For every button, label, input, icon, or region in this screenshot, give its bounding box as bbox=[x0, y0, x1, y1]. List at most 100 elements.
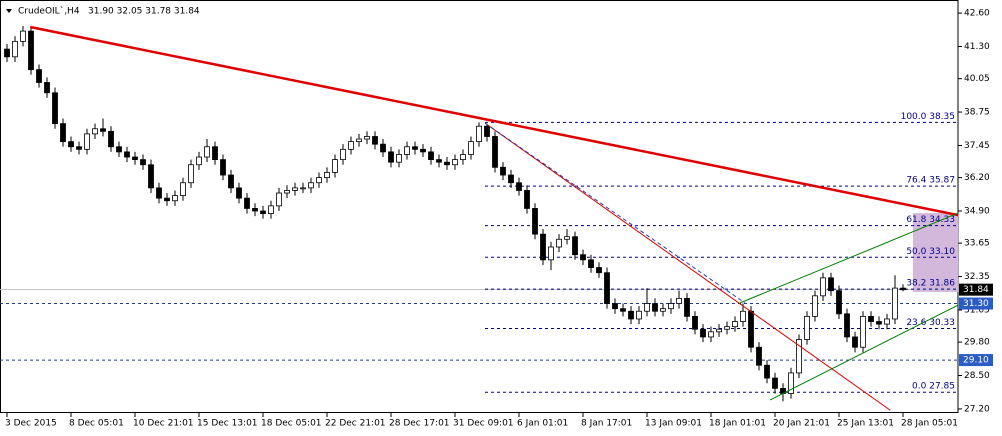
candle-body bbox=[4, 48, 10, 58]
fib-label: 38.2 31.86 bbox=[906, 279, 955, 289]
candle-body bbox=[444, 161, 450, 166]
candle-body bbox=[548, 246, 554, 261]
candle-body bbox=[476, 125, 482, 143]
candle-body bbox=[884, 318, 890, 325]
candle-body bbox=[772, 377, 778, 389]
plot-frame bbox=[0, 0, 959, 413]
candle-body bbox=[204, 146, 210, 158]
price-label: 29.10 bbox=[963, 356, 989, 366]
candle-body bbox=[492, 136, 498, 168]
candle-body bbox=[716, 328, 722, 333]
candle-body bbox=[228, 174, 234, 189]
candle-body bbox=[108, 130, 114, 148]
candle-body bbox=[260, 210, 266, 214]
candle-body bbox=[44, 82, 50, 94]
candle-body bbox=[836, 290, 842, 315]
x-tick-label: 20 Jan 21:01 bbox=[773, 419, 830, 429]
candle-body bbox=[244, 197, 250, 209]
y-tick-label: 33.65 bbox=[964, 239, 990, 249]
ohlc-readout: 31.90 32.05 31.78 31.84 bbox=[88, 7, 200, 17]
candle-body bbox=[268, 205, 274, 214]
candle-body bbox=[748, 310, 754, 348]
candle-body bbox=[732, 321, 738, 328]
candle-body bbox=[252, 208, 258, 212]
candle-body bbox=[284, 190, 290, 194]
candle-body bbox=[356, 138, 362, 143]
candle-body bbox=[500, 166, 506, 176]
price-label-bg bbox=[959, 283, 993, 296]
trendline bbox=[739, 212, 959, 304]
y-tick-label: 34.90 bbox=[964, 207, 990, 217]
candle-body bbox=[892, 287, 898, 320]
y-tick-label: 37.45 bbox=[964, 141, 990, 151]
candle-body bbox=[452, 159, 458, 166]
candle-body bbox=[508, 174, 514, 184]
x-tick-label: 25 Jan 13:01 bbox=[837, 419, 894, 429]
candle-body bbox=[668, 303, 674, 310]
y-tick-label: 27.20 bbox=[964, 404, 990, 414]
candle-body bbox=[540, 233, 546, 261]
candle-body bbox=[172, 195, 178, 202]
x-tick-label: 8 Jan 17:01 bbox=[581, 419, 632, 429]
x-tick-label: 28 Jan 05:01 bbox=[901, 419, 958, 429]
candle-body bbox=[860, 315, 866, 348]
price-label: 31.30 bbox=[963, 299, 989, 309]
candle-body bbox=[180, 182, 186, 196]
candle-body bbox=[20, 30, 26, 42]
x-tick-label: 3 Dec 2015 bbox=[5, 419, 57, 429]
candle-body bbox=[828, 277, 834, 292]
candle-body bbox=[676, 297, 682, 304]
candle-body bbox=[660, 308, 666, 312]
candle-body bbox=[636, 310, 642, 320]
fib-label: 23.6 30.33 bbox=[906, 318, 955, 328]
x-tick-label: 10 Dec 21:01 bbox=[133, 419, 194, 429]
x-tick-label: 8 Dec 05:01 bbox=[69, 419, 124, 429]
candle-body bbox=[116, 146, 122, 153]
candle-body bbox=[164, 197, 170, 202]
trendline bbox=[769, 304, 959, 401]
candle-body bbox=[340, 148, 346, 161]
menu-triangle bbox=[6, 9, 12, 13]
candle-body bbox=[740, 310, 746, 322]
candle-body bbox=[532, 208, 538, 235]
candle-body bbox=[708, 331, 714, 338]
candle-body bbox=[84, 133, 90, 150]
candle-body bbox=[196, 156, 202, 166]
trendline bbox=[484, 122, 746, 304]
y-tick-label: 29.80 bbox=[964, 338, 990, 348]
y-tick-label: 31.05 bbox=[964, 305, 990, 315]
candle-body bbox=[852, 336, 858, 348]
candle-body bbox=[764, 364, 770, 379]
candle-body bbox=[396, 154, 402, 163]
candle-body bbox=[428, 151, 434, 161]
candle-body bbox=[300, 187, 306, 190]
candle-body bbox=[348, 141, 354, 150]
candle-body bbox=[844, 313, 850, 338]
trendline bbox=[29, 25, 959, 217]
candle-body bbox=[724, 326, 730, 330]
candle-body bbox=[404, 146, 410, 155]
candle-body bbox=[580, 254, 586, 261]
candle-body bbox=[620, 308, 626, 312]
candle-body bbox=[612, 303, 618, 310]
candle-body bbox=[76, 146, 82, 150]
candle-body bbox=[564, 236, 570, 240]
candle-body bbox=[156, 187, 162, 199]
x-tick-label: 6 Jan 01:01 bbox=[517, 419, 568, 429]
candle-body bbox=[380, 143, 386, 153]
trendline bbox=[484, 122, 891, 411]
candle-body bbox=[236, 187, 242, 199]
candle-body bbox=[524, 190, 530, 209]
candle-body bbox=[276, 192, 282, 207]
y-tick-label: 28.50 bbox=[964, 371, 990, 381]
candle-body bbox=[388, 151, 394, 163]
candle-body bbox=[460, 154, 466, 161]
candle-body bbox=[804, 315, 810, 340]
candle-body bbox=[572, 236, 578, 256]
candle-body bbox=[484, 125, 490, 137]
candle-body bbox=[316, 177, 322, 184]
candle-body bbox=[292, 187, 298, 191]
x-tick-label: 18 Dec 05:01 bbox=[261, 419, 322, 429]
